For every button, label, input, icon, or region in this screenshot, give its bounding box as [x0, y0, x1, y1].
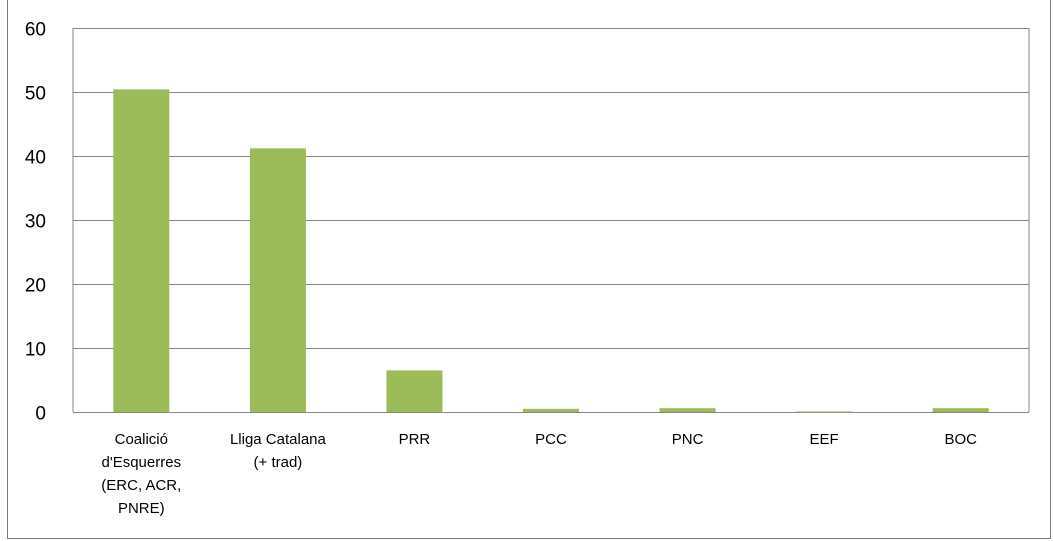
x-category-label: PNRE) — [118, 500, 165, 517]
bar-5 — [796, 411, 853, 413]
bars — [113, 89, 989, 413]
bar-2 — [386, 370, 443, 412]
x-category-label: PNC — [672, 431, 704, 448]
gridlines — [72, 28, 1030, 413]
x-category-label: Coalició — [115, 431, 168, 448]
y-axis-tick-labels: 0 10 20 30 40 50 60 — [25, 20, 46, 425]
y-tick-label: 30 — [25, 212, 46, 233]
x-category-label: (+ trad) — [254, 454, 303, 471]
x-category-label: EEF — [810, 431, 839, 448]
y-tick-label: 10 — [25, 340, 46, 361]
y-tick-label: 0 — [35, 404, 46, 425]
x-axis-category-labels: Coalició d'Esquerres (ERC, ACR, PNRE) Lliga … — [101, 431, 977, 517]
y-tick-label: 60 — [25, 20, 46, 41]
x-category-label: PRR — [399, 431, 431, 448]
bar-3 — [523, 408, 579, 412]
bar-1 — [249, 148, 306, 413]
x-category-label: PCC — [535, 431, 567, 448]
bar-0 — [113, 89, 170, 413]
x-category-label: (ERC, ACR, — [101, 477, 181, 494]
x-category-label: BOC — [944, 431, 977, 448]
y-tick-label: 20 — [25, 276, 46, 297]
bar-4 — [659, 408, 716, 412]
x-category-label: d'Esquerres — [102, 454, 182, 471]
chart-frame — [7, 0, 1051, 539]
y-tick-label: 50 — [25, 84, 46, 105]
y-tick-label: 40 — [25, 148, 46, 169]
bar-6 — [932, 408, 989, 412]
x-category-label: Lliga Catalana — [230, 431, 327, 448]
